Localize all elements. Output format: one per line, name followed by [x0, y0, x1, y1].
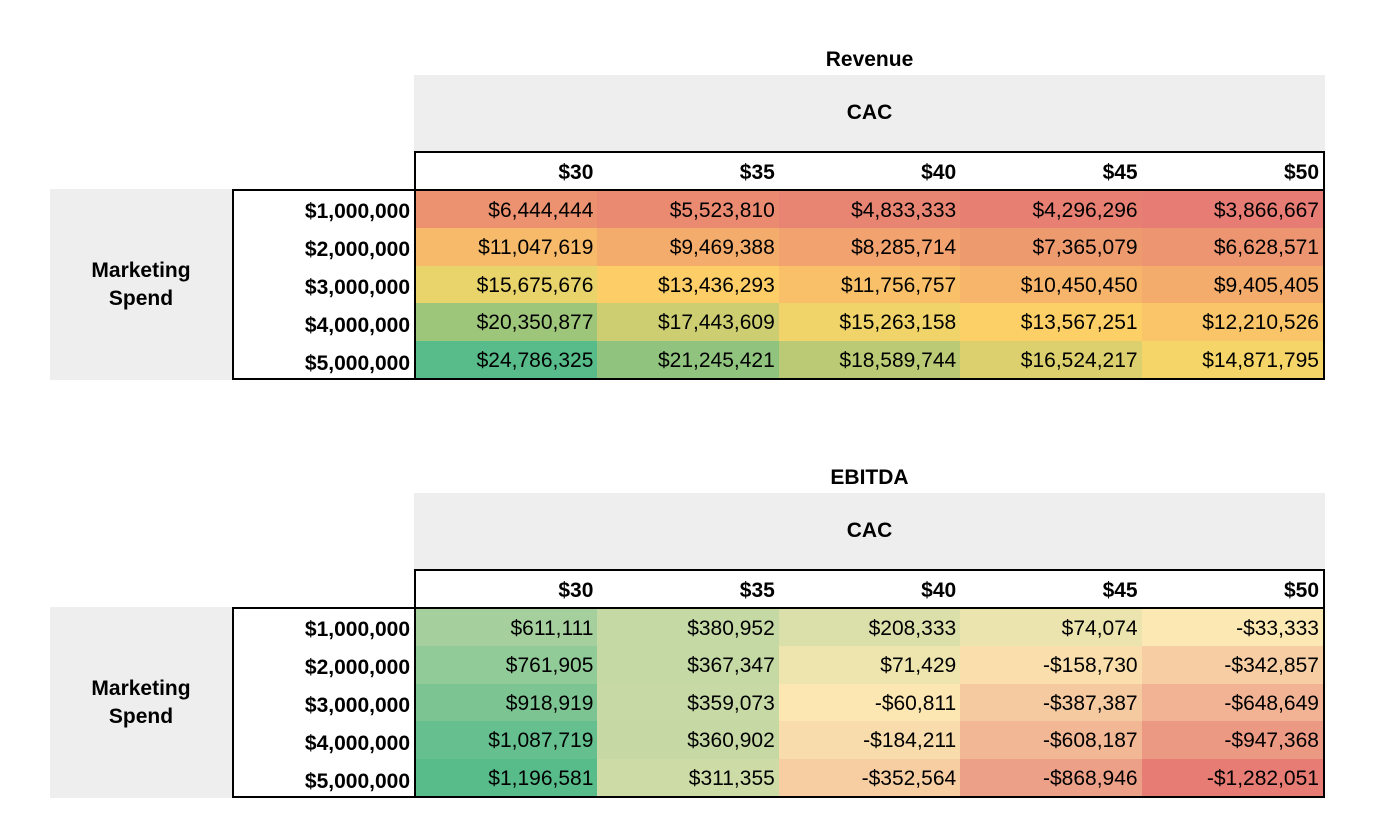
value-cell: $1,087,719	[416, 721, 598, 759]
value-cell: -$184,211	[778, 721, 961, 759]
value-cell: $11,047,619	[416, 228, 598, 266]
row-header-2: $3,000,000	[304, 276, 410, 299]
value-cell: $4,296,296	[960, 191, 1142, 229]
row-header-1: $2,000,000	[304, 238, 410, 261]
table-title: Revenue	[825, 48, 914, 71]
value-grid: $6,444,444 $5,523,810 $4,833,333 $4,296,296…	[414, 189, 1325, 380]
row-group-header: Marketing Spend	[50, 189, 232, 380]
value-cell: $1,196,581	[416, 758, 598, 796]
row-header-4: $5,000,000	[304, 352, 410, 375]
value-cell: $208,333	[778, 609, 961, 647]
value-cell: -$1,282,051	[1141, 758, 1323, 796]
value-cell: $14,871,795	[1141, 340, 1323, 378]
value-cell: $311,355	[597, 758, 779, 796]
value-cell: $3,866,667	[1141, 191, 1323, 229]
value-cell: $7,365,079	[960, 228, 1142, 266]
column-group-header: CAC	[414, 75, 1325, 151]
value-cell: $13,567,251	[960, 303, 1142, 341]
row-group-header-label: Marketing Spend	[91, 676, 191, 728]
value-cell: -$158,730	[960, 646, 1142, 684]
value-cell: -$387,387	[960, 683, 1142, 722]
column-header-1: $35	[739, 579, 775, 602]
row-group-header-label: Marketing Spend	[91, 258, 191, 310]
value-cell: $4,833,333	[778, 191, 961, 229]
value-cell: $74,074	[960, 609, 1142, 647]
value-cell: $611,111	[416, 609, 598, 647]
value-cell: $918,919	[416, 683, 598, 722]
value-cell: $360,902	[597, 721, 779, 759]
column-header-0: $30	[558, 161, 594, 184]
row-header-0: $1,000,000	[304, 618, 410, 641]
row-header-4: $5,000,000	[304, 770, 410, 793]
row-headers: $1,000,000 $2,000,000 $3,000,000 $4,000,000…	[232, 607, 414, 798]
column-header-3: $45	[1102, 161, 1138, 184]
row-header-3: $4,000,000	[304, 314, 410, 337]
value-cell: $367,347	[597, 646, 779, 684]
row-header-0: $1,000,000	[304, 200, 410, 223]
ebitda-table: EBITDA CAC Marketing Spend $30 $35 $40 $45 $50 $…	[0, 418, 1392, 798]
value-cell: $71,429	[778, 646, 961, 684]
value-cell: -$342,857	[1141, 646, 1323, 684]
value-cell: -$352,564	[778, 758, 961, 796]
column-header-4: $50	[1283, 161, 1320, 184]
value-cell: $16,524,217	[960, 340, 1142, 378]
column-group-header: CAC	[414, 493, 1325, 569]
column-header-2: $40	[921, 161, 957, 184]
value-cell: $15,675,676	[416, 265, 598, 304]
value-cell: $761,905	[416, 646, 598, 684]
value-cell: $6,628,571	[1141, 228, 1323, 266]
value-cell: $6,444,444	[416, 191, 598, 229]
value-cell: $15,263,158	[778, 303, 961, 341]
value-cell: $21,245,421	[597, 340, 779, 378]
value-cell: $380,952	[597, 609, 779, 647]
column-header-0: $30	[558, 579, 594, 602]
column-headers: $30 $35 $40 $45 $50	[414, 569, 1325, 607]
row-headers: $1,000,000 $2,000,000 $3,000,000 $4,000,000…	[232, 189, 414, 380]
value-cell: $359,073	[597, 683, 779, 722]
column-headers: $30 $35 $40 $45 $50	[414, 151, 1325, 189]
column-header-3: $45	[1102, 579, 1138, 602]
column-header-4: $50	[1283, 579, 1320, 602]
value-cell: -$868,946	[960, 758, 1142, 796]
value-cell: $9,469,388	[597, 228, 779, 266]
value-cell: $12,210,526	[1141, 303, 1323, 341]
revenue-table: Revenue CAC Marketing Spend $30 $35 $40 $45 $50…	[0, 0, 1392, 380]
value-cell: $13,436,293	[597, 265, 779, 304]
row-header-1: $2,000,000	[304, 656, 410, 679]
value-cell: -$608,187	[960, 721, 1142, 759]
value-cell: -$947,368	[1141, 721, 1323, 759]
table-title: EBITDA	[830, 466, 909, 489]
value-cell: $9,405,405	[1141, 265, 1323, 304]
row-header-3: $4,000,000	[304, 732, 410, 755]
value-cell: $17,443,609	[597, 303, 779, 341]
value-cell: $11,756,757	[778, 265, 961, 304]
value-cell: -$648,649	[1141, 683, 1323, 722]
column-header-2: $40	[921, 579, 957, 602]
value-cell: $8,285,714	[778, 228, 961, 266]
value-cell: $18,589,744	[778, 340, 961, 378]
value-cell: $24,786,325	[416, 340, 598, 378]
value-cell: -$60,811	[778, 683, 961, 722]
row-header-2: $3,000,000	[304, 694, 410, 717]
value-cell: $10,450,450	[960, 265, 1142, 304]
value-cell: $20,350,877	[416, 303, 598, 341]
value-cell: $5,523,810	[597, 191, 779, 229]
row-group-header: Marketing Spend	[50, 607, 232, 798]
value-grid: $611,111 $380,952 $208,333 $74,074 -$33,333 $…	[414, 607, 1325, 798]
column-header-1: $35	[739, 161, 775, 184]
value-cell: -$33,333	[1141, 609, 1323, 647]
